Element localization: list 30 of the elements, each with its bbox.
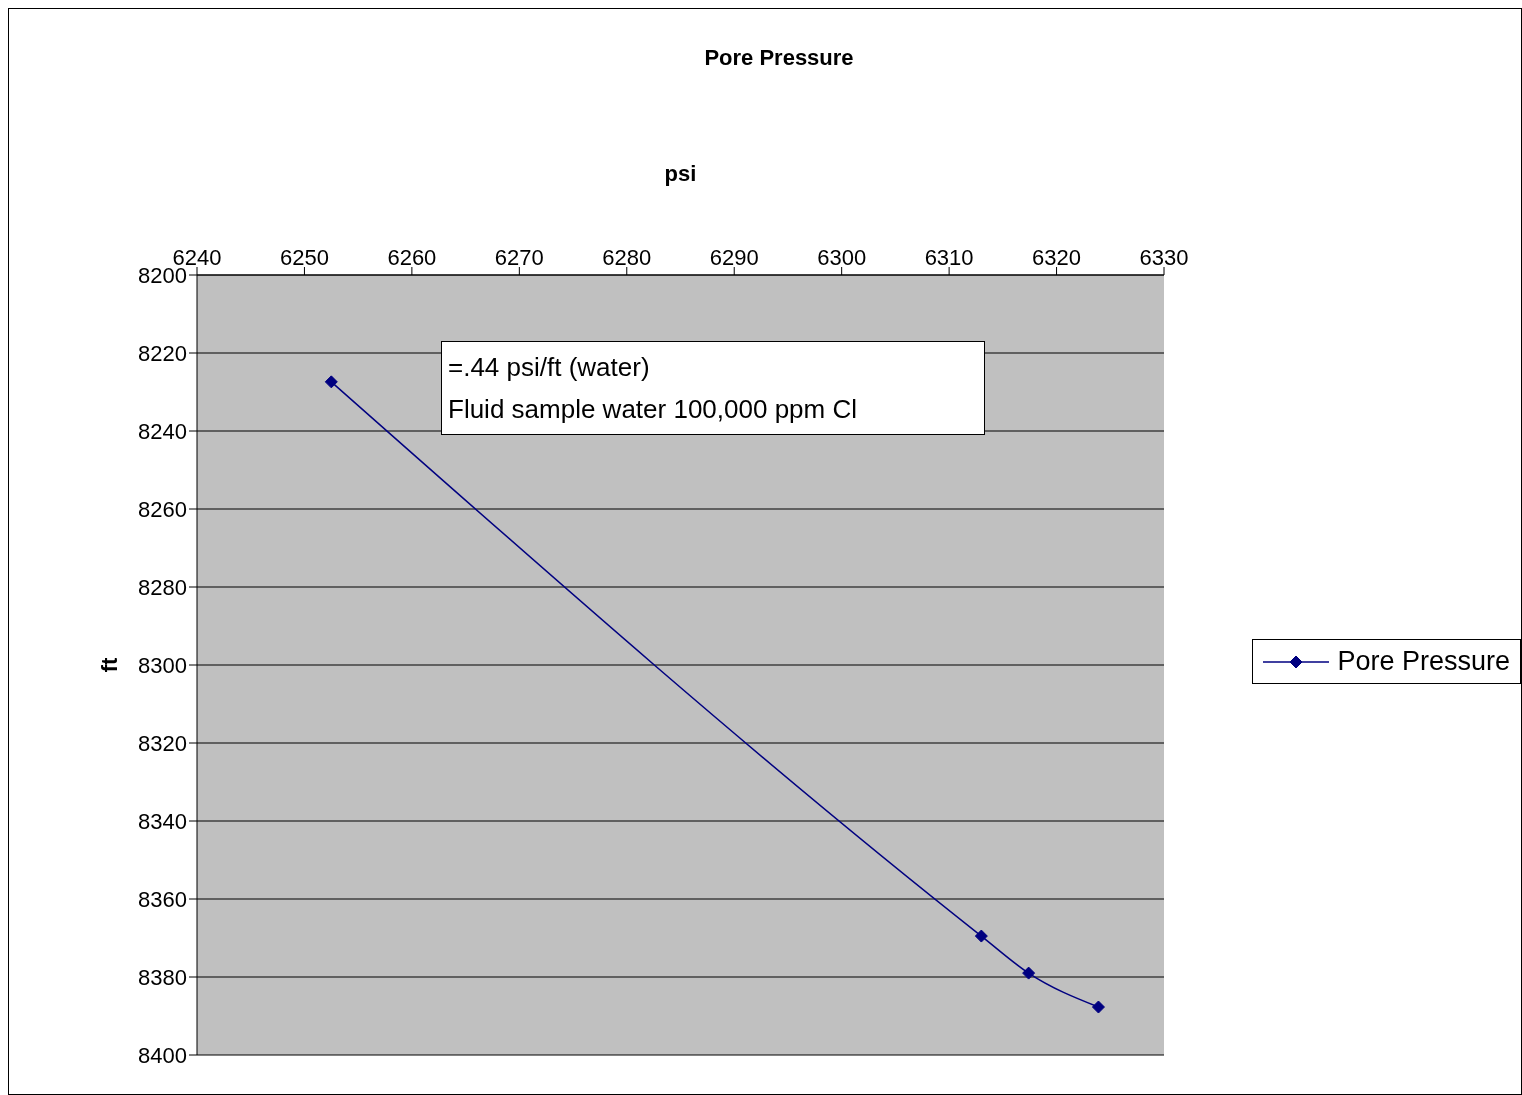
y-axis-title: ft xyxy=(96,657,122,673)
legend-label: Pore Pressure xyxy=(1337,646,1510,677)
point xyxy=(1022,966,1036,980)
y-tick-label: 8380 xyxy=(138,964,187,990)
x-tick-label: 6320 xyxy=(1032,245,1082,270)
y-tick-label: 8400 xyxy=(138,1042,187,1068)
note-box: =.44 psi/ft (water) Fluid sample water 100,000 ppm Cl xyxy=(441,341,985,435)
x-tick-label: 6300 xyxy=(817,245,867,270)
x-tick-label: 6290 xyxy=(709,245,759,270)
annotation: Fluid sample water 100,000 ppm Cl xyxy=(448,393,858,426)
y-tick-label: 8260 xyxy=(138,496,187,522)
x-tick-label: 6260 xyxy=(387,245,437,270)
x-tick-label: 6280 xyxy=(602,245,652,270)
y-tick-label: 8340 xyxy=(138,808,187,834)
y-tick-label: 8240 xyxy=(138,418,187,444)
x-tick-label: 6250 xyxy=(279,245,329,270)
y-tick-label: 8320 xyxy=(138,730,187,756)
y-tick-label: 8220 xyxy=(138,340,187,366)
y-tick-label: 8360 xyxy=(138,886,187,912)
annotation: =.44 psi/ft (water) xyxy=(448,351,651,384)
y-tick-label: 8300 xyxy=(138,652,187,678)
point xyxy=(1091,1000,1105,1014)
x-axis-title: psi xyxy=(664,160,697,186)
point xyxy=(324,375,338,389)
y-tick-label: 8280 xyxy=(138,574,187,600)
point xyxy=(974,929,988,943)
x-tick-label: 6270 xyxy=(494,245,544,270)
x-tick-label: 6310 xyxy=(924,245,974,270)
chart-title: Pore Pressure xyxy=(703,45,855,71)
x-tick-label: 6330 xyxy=(1139,245,1189,270)
